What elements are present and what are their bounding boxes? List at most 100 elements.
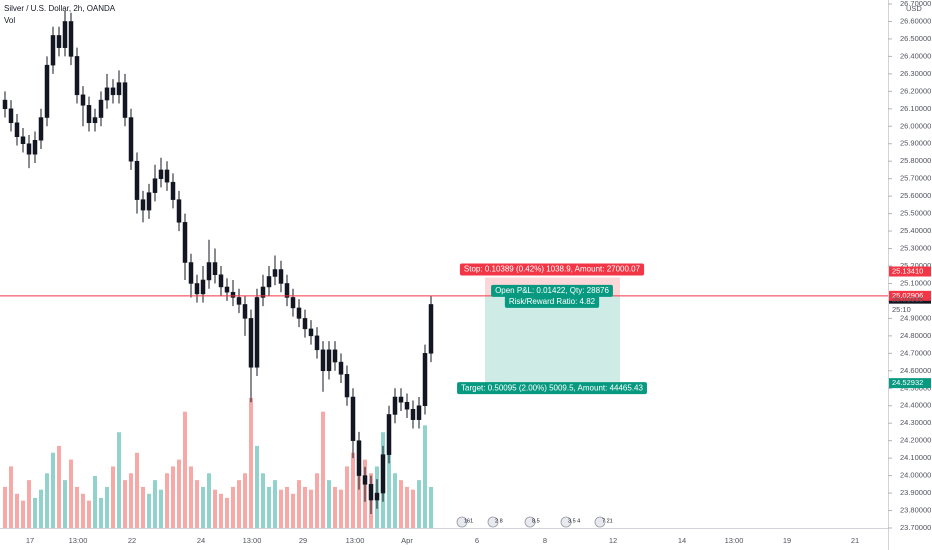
candle-body (290, 297, 296, 309)
volume-bar (429, 486, 433, 528)
candle-body (8, 108, 14, 124)
candle-body (362, 475, 368, 485)
price-badge-label: 24.52932 (892, 378, 923, 387)
candle-body (116, 82, 122, 96)
y-tick-label: 26.40000 (900, 51, 931, 60)
volume-bar (291, 493, 295, 528)
candle-body (374, 492, 380, 501)
candle-body (356, 440, 362, 476)
x-tick-label: 29 (299, 536, 307, 545)
candle-body (314, 335, 320, 351)
volume-bar (345, 466, 349, 528)
event-icon (456, 516, 468, 528)
volume-bar (285, 486, 289, 528)
candle-body (248, 318, 254, 368)
target-label-box (457, 382, 647, 395)
x-tick-label: 13:00 (69, 536, 88, 545)
x-tick-label: 8 (543, 536, 547, 545)
x-tick-label: 13:00 (243, 536, 262, 545)
volume-bar (309, 489, 313, 528)
volume-bar (57, 445, 61, 528)
x-tick-label: 13:00 (346, 536, 365, 545)
event-icon (594, 516, 606, 528)
price-badge (889, 290, 931, 301)
y-tick-label: 26.20000 (900, 86, 931, 95)
volume-bar (393, 473, 397, 528)
stop-label-box (459, 263, 645, 276)
y-tick-label: 24.10000 (900, 453, 931, 462)
volume-bar (123, 480, 127, 528)
x-tick-label: 13:00 (725, 536, 744, 545)
candle-body (92, 117, 98, 124)
currency: USD (906, 4, 922, 13)
candle-body (320, 349, 326, 372)
candle-body (386, 414, 392, 455)
candle-body (50, 35, 56, 66)
volume-bar (303, 486, 307, 528)
y-tick-label: 24.90000 (900, 313, 931, 322)
y-tick-label: 23.90000 (900, 488, 931, 497)
x-tick-label: Apr (401, 536, 413, 545)
y-tick-label: 23.70000 (900, 523, 931, 532)
candle-body (170, 181, 176, 200)
volume-bar (315, 473, 319, 528)
volume-bar (147, 493, 151, 528)
x-tick-label: 19 (783, 536, 791, 545)
candle-body (128, 117, 134, 162)
volume-title: Vol (4, 16, 15, 25)
y-tick-label: 24.00000 (900, 471, 931, 480)
event-label: 3.5 4 (568, 518, 580, 524)
volume-bar (201, 486, 205, 528)
x-tick-label: 24 (197, 536, 205, 545)
candle-body (206, 262, 212, 281)
volume-bar (243, 473, 247, 528)
candle-body (350, 396, 356, 441)
candle-body (332, 349, 338, 363)
event-label: 7 21 (602, 518, 613, 524)
y-tick-label: 26.30000 (900, 69, 931, 78)
volume-bar (279, 489, 283, 528)
candle-body (422, 353, 428, 406)
price-badge (889, 266, 931, 277)
y-tick-label: 24.70000 (900, 348, 931, 357)
volume-bar (153, 480, 157, 528)
volume-bar (195, 480, 199, 528)
volume-bar (417, 480, 421, 528)
candle-body (182, 222, 188, 263)
pnl-label-box (491, 284, 613, 297)
candle-body (284, 283, 290, 298)
candle-body (380, 454, 386, 494)
event-icon (524, 516, 536, 528)
candle-body (260, 286, 266, 298)
y-tick-label: 25.20000 (900, 261, 931, 270)
volume-bar (93, 476, 97, 528)
event-icon (560, 516, 572, 528)
candle-body (98, 99, 104, 118)
y-tick-label: 26.50000 (900, 34, 931, 43)
y-tick-label: 23.80000 (900, 506, 931, 515)
y-tick-label: 25.90000 (900, 139, 931, 148)
y-tick-label: 26.10000 (900, 104, 931, 113)
volume-bar (387, 452, 391, 528)
volume-bar (333, 486, 337, 528)
price-badge (889, 378, 931, 389)
volume-bar (207, 473, 211, 528)
volume-bar (27, 480, 31, 528)
candle-body (62, 21, 68, 48)
candle-body (164, 169, 170, 183)
target-label: Target: 0.50095 (2.00%) 5009.5, Amount: … (461, 383, 643, 392)
candle-body (14, 122, 20, 137)
volume-bar (39, 489, 43, 528)
volume-bar (171, 466, 175, 528)
volume-bar (297, 480, 301, 528)
candle-body (68, 21, 74, 57)
candle-body (302, 318, 308, 330)
volume-bar (219, 493, 223, 528)
candle-body (368, 484, 374, 501)
volume-bar (327, 480, 331, 528)
volume-bar (135, 452, 139, 528)
candle-body (338, 361, 344, 375)
candle-body (392, 396, 398, 415)
volume-bar (165, 473, 169, 528)
